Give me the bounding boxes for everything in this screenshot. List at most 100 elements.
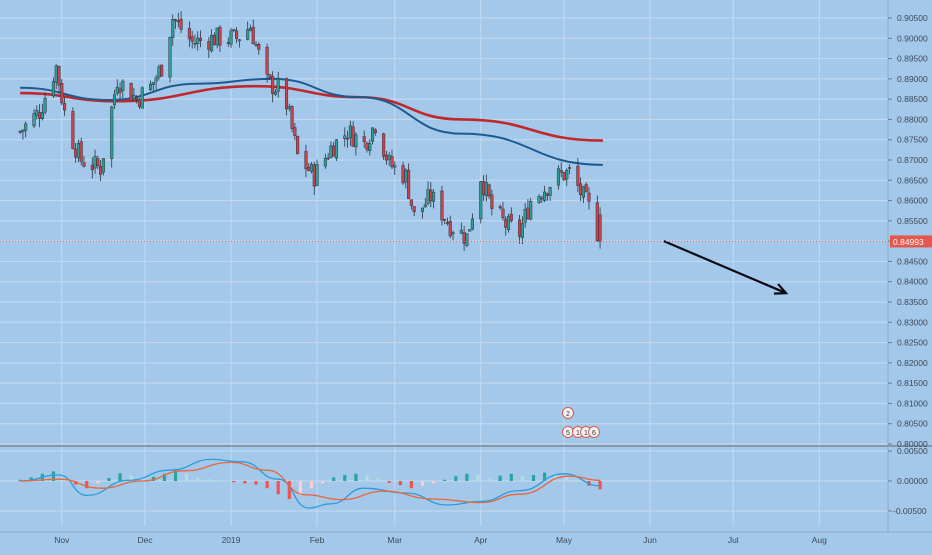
macd-histogram-bar [51, 471, 56, 481]
candle [409, 199, 413, 210]
candle-body [401, 165, 405, 184]
projection-arrow-head [773, 283, 789, 295]
macd-histogram-bar [431, 481, 436, 484]
price-tick-label: 0.84500 [897, 256, 928, 266]
candle-body [196, 37, 200, 44]
macd-histogram-bar [196, 477, 200, 481]
candle-body [112, 94, 117, 106]
candle-body [348, 125, 352, 139]
candle [370, 127, 375, 145]
candle [587, 187, 591, 210]
candle [179, 11, 183, 34]
candle-body [465, 233, 469, 246]
candle-body [121, 80, 125, 91]
candle-body [365, 142, 369, 150]
event-marker-circle [562, 407, 574, 419]
candle [423, 198, 427, 208]
projection-arrow-layer [663, 240, 789, 295]
candle [132, 87, 136, 101]
price-tick-label: 0.88500 [897, 94, 928, 104]
macd-histogram-bar [29, 477, 33, 481]
candle-body [212, 34, 216, 46]
candle [506, 213, 511, 233]
candle [459, 222, 463, 235]
candle-body [351, 126, 355, 147]
candle [273, 89, 277, 96]
macd-line [20, 458, 601, 509]
candle-body [71, 111, 75, 149]
price-tick-label: 0.87000 [897, 155, 928, 165]
candle-body [423, 204, 427, 208]
candle [559, 162, 563, 177]
candle [501, 201, 505, 221]
candle [440, 185, 444, 226]
candle [412, 206, 416, 217]
time-tick-label: Jun [643, 535, 657, 545]
macd-histogram-bar [332, 477, 336, 481]
event-marker-label: 6 [592, 430, 596, 437]
candle-body [149, 83, 153, 91]
price-tick-label: 0.86000 [897, 196, 928, 206]
candle-body [287, 106, 291, 109]
candle-body [432, 192, 436, 202]
candle-body [487, 184, 491, 197]
candle [343, 127, 347, 147]
candle-body [326, 157, 330, 160]
candle-body [540, 197, 544, 200]
candle [232, 28, 236, 33]
event-marker[interactable]: 6 [588, 426, 600, 438]
candle [407, 163, 411, 200]
candle [79, 137, 83, 166]
candle [246, 21, 250, 41]
candle [24, 121, 28, 138]
candle-body [443, 219, 447, 221]
candle [121, 79, 125, 98]
candle-body [545, 193, 549, 196]
candle-body [576, 165, 580, 186]
candle [565, 168, 569, 187]
price-tick-label: 0.81000 [897, 398, 928, 408]
candle-body [110, 106, 114, 159]
candle-body [21, 129, 25, 133]
candle [520, 216, 524, 245]
time-tick-label: Aug [812, 535, 827, 545]
time-tick-label: Jul [728, 535, 739, 545]
macd-histogram-bar [387, 481, 391, 483]
candle-body [268, 74, 272, 78]
candle [62, 96, 67, 116]
candle [548, 186, 552, 201]
candle [595, 195, 599, 243]
price-tick-label: 0.86500 [897, 175, 928, 185]
candle [420, 207, 425, 219]
macd-histogram-bar [298, 481, 303, 496]
candle-body [334, 139, 339, 159]
candle-body [506, 216, 511, 231]
candle [168, 36, 172, 83]
candle [112, 89, 117, 110]
candle [543, 185, 547, 203]
candle-body [237, 39, 241, 42]
candle-body [309, 163, 314, 172]
last-price-badge [890, 235, 932, 248]
candle [432, 188, 436, 209]
candle [576, 158, 580, 193]
candle-body [79, 141, 83, 162]
candle-body [504, 218, 508, 228]
macd-histogram-bar [565, 476, 569, 481]
event-marker[interactable]: 5 [562, 426, 574, 438]
candle-body [96, 158, 100, 166]
candle-body [137, 99, 142, 107]
candle-body [384, 154, 388, 161]
macd-histogram-bar [420, 481, 425, 486]
candle-body [409, 199, 413, 206]
candle [584, 182, 588, 193]
price-tick-label: 0.85500 [897, 216, 928, 226]
signal-line [20, 461, 601, 504]
candle-body [271, 76, 275, 95]
event-marker[interactable]: 2 [562, 407, 574, 419]
candle-body [518, 219, 522, 237]
candle-body [115, 86, 119, 94]
macd-histogram-bar [454, 476, 458, 481]
